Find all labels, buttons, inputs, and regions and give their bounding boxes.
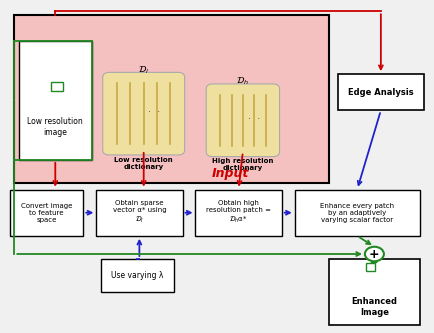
Text: $\mathcal{D}_l$: $\mathcal{D}_l$	[138, 64, 149, 76]
FancyBboxPatch shape	[295, 189, 420, 236]
Text: Convert image
to feature
space: Convert image to feature space	[21, 203, 72, 223]
FancyBboxPatch shape	[14, 15, 329, 183]
Text: High resolution
dictionary: High resolution dictionary	[212, 158, 273, 171]
FancyBboxPatch shape	[195, 189, 282, 236]
Text: Use varying λ: Use varying λ	[111, 271, 164, 280]
Text: Obtain high
resolution patch =
$\mathcal{D}_h$α*: Obtain high resolution patch = $\mathcal…	[206, 200, 271, 225]
Text: +: +	[369, 247, 380, 260]
FancyBboxPatch shape	[206, 84, 279, 157]
Text: Low resolution
image: Low resolution image	[27, 117, 83, 137]
FancyBboxPatch shape	[338, 74, 424, 110]
Text: ·  ·: · ·	[247, 114, 260, 124]
FancyBboxPatch shape	[103, 72, 184, 155]
Text: Low resolution
dictionary: Low resolution dictionary	[115, 157, 173, 169]
Circle shape	[365, 247, 384, 261]
Text: Enhanced
Image: Enhanced Image	[352, 297, 398, 317]
FancyBboxPatch shape	[10, 189, 83, 236]
FancyBboxPatch shape	[19, 41, 92, 160]
FancyBboxPatch shape	[101, 259, 174, 292]
FancyBboxPatch shape	[329, 259, 420, 325]
Text: Input: Input	[211, 166, 249, 179]
Text: Obtain sparse
vector α* using
$\mathcal{D}_l$: Obtain sparse vector α* using $\mathcal{…	[112, 200, 166, 225]
Text: Enhance every patch
by an adaptively
varying scalar factor: Enhance every patch by an adaptively var…	[320, 203, 394, 223]
FancyBboxPatch shape	[96, 189, 183, 236]
Text: ·  ·: · ·	[148, 107, 161, 117]
Text: Edge Analysis: Edge Analysis	[348, 88, 414, 97]
Text: $\mathcal{D}_h$: $\mathcal{D}_h$	[237, 76, 249, 87]
